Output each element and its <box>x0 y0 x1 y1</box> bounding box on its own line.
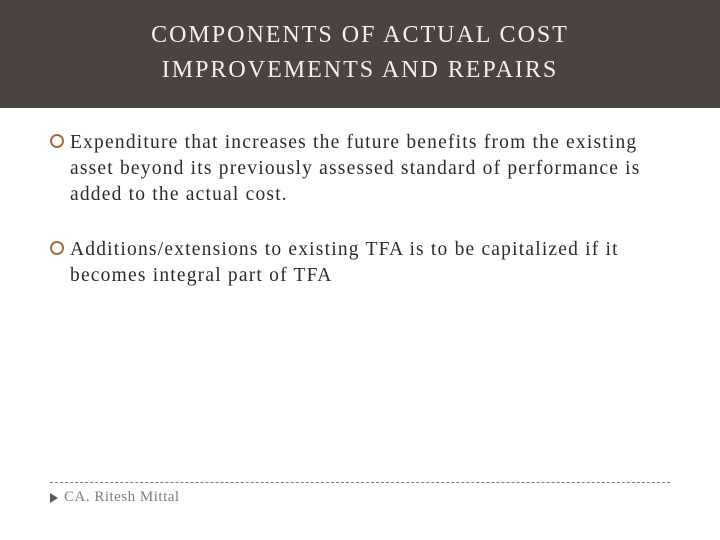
arrow-right-icon <box>50 493 58 503</box>
bullet-item: Expenditure that increases the future be… <box>50 130 670 209</box>
slide-title: COMPONENTS OF ACTUAL COST IMPROVEMENTS A… <box>0 18 720 88</box>
title-line-2: IMPROVEMENTS AND REPAIRS <box>162 57 559 83</box>
bullet-item: Additions/extensions to existing TFA is … <box>50 237 670 290</box>
bullet-text: Additions/extensions to existing TFA is … <box>70 237 670 290</box>
ring-bullet-icon <box>50 134 64 148</box>
content-area: Expenditure that increases the future be… <box>0 108 720 290</box>
title-line-1: COMPONENTS OF ACTUAL COST <box>151 22 569 48</box>
header-band: COMPONENTS OF ACTUAL COST IMPROVEMENTS A… <box>0 0 720 108</box>
footer-author: CA. Ritesh Mittal <box>64 489 180 506</box>
footer: CA. Ritesh Mittal <box>50 482 670 506</box>
bullet-text: Expenditure that increases the future be… <box>70 130 670 209</box>
ring-bullet-icon <box>50 241 64 255</box>
footer-divider <box>50 482 670 483</box>
footer-line: CA. Ritesh Mittal <box>50 489 670 506</box>
slide: COMPONENTS OF ACTUAL COST IMPROVEMENTS A… <box>0 0 720 540</box>
